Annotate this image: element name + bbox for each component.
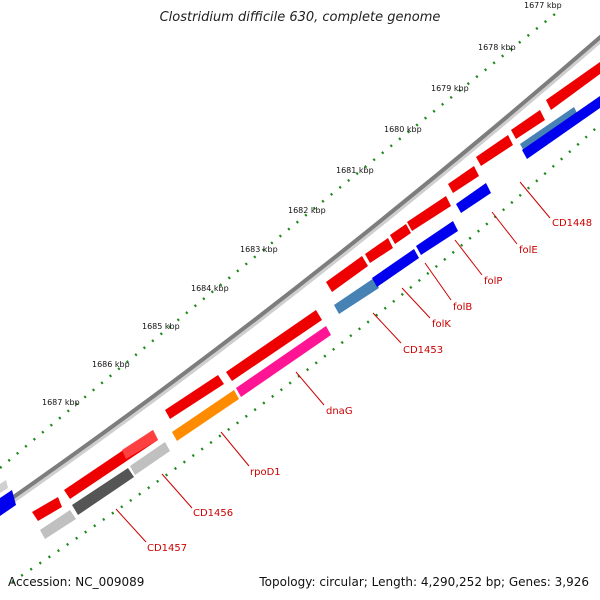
gene-forward[interactable] [390,224,411,244]
gene-reverse-blue[interactable] [416,221,458,255]
gene-reverse-blue[interactable] [456,183,491,213]
label-leaders [115,181,551,543]
ruler-label: 1685 kbp [142,322,180,331]
backbone [0,34,600,513]
gene-reverse-blue[interactable] [0,490,16,516]
gene-reverse-light[interactable] [130,442,170,475]
gene-label-cd1456[interactable]: CD1456 [193,508,233,519]
gene-forward[interactable] [165,375,224,419]
genome-info-text: Topology: circular; Length: 4,290,252 bp… [259,575,589,589]
map-title: Clostridium difficile 630, complete geno… [159,10,441,25]
gene-reverse-dark[interactable] [72,468,134,515]
ruler-labels: 1677 kbp 1678 kbp 1679 kbp 1680 kbp 1681… [42,1,562,407]
gene-label-folb[interactable]: folB [453,302,472,313]
ruler-label: 1684 kbp [191,284,229,293]
ruler-label: 1679 kbp [431,84,469,93]
ruler-label: 1681 kbp [336,166,374,175]
gene-forward[interactable] [448,166,479,193]
tick-track-outer [0,9,561,469]
gene-forward[interactable] [122,430,158,459]
ruler-label: 1677 kbp [524,1,562,10]
gene-forward[interactable] [226,310,322,381]
gene-label-fole[interactable]: folE [519,245,538,256]
forward-strand [32,62,600,521]
gene-reverse-blue[interactable] [522,96,600,159]
ruler-label: 1680 kbp [384,125,422,134]
gene-reverse-orange[interactable] [172,390,239,441]
gene-forward[interactable] [407,196,451,231]
gene-reverse-light[interactable] [0,480,8,493]
gene-forward[interactable] [546,62,600,110]
gene-label-dnag[interactable]: dnaG [326,406,353,417]
ruler-label: 1683 kbp [240,245,278,254]
gene-label-rpod1[interactable]: rpoD1 [250,467,281,478]
reverse-strand [0,96,600,539]
ruler-label: 1686 kbp [92,360,130,369]
gene-reverse-steel[interactable] [334,278,379,314]
gene-forward[interactable] [365,238,393,263]
gene-label-cd1448[interactable]: CD1448 [552,218,592,229]
gene-label-cd1457[interactable]: CD1457 [147,543,187,554]
gene-label-cd1453[interactable]: CD1453 [403,345,443,356]
gene-reverse-pink[interactable] [236,326,331,397]
ruler-label: 1682 kbp [288,206,326,215]
gene-forward[interactable] [326,256,368,292]
gene-reverse-gray[interactable] [40,510,76,539]
ruler-label: 1687 kbp [42,398,80,407]
gene-label-folk[interactable]: folK [432,319,451,330]
gene-reverse-blue[interactable] [372,249,419,287]
gene-forward[interactable] [32,497,62,521]
ruler-label: 1678 kbp [478,43,516,52]
gene-label-folp[interactable]: folP [484,276,502,287]
accession-text: Accession: NC_009089 [8,575,145,589]
gene-labels: CD1448 folE folP folB folK CD1453 dnaG r… [147,218,592,554]
gene-forward[interactable] [511,110,545,139]
gene-forward[interactable] [476,135,513,166]
